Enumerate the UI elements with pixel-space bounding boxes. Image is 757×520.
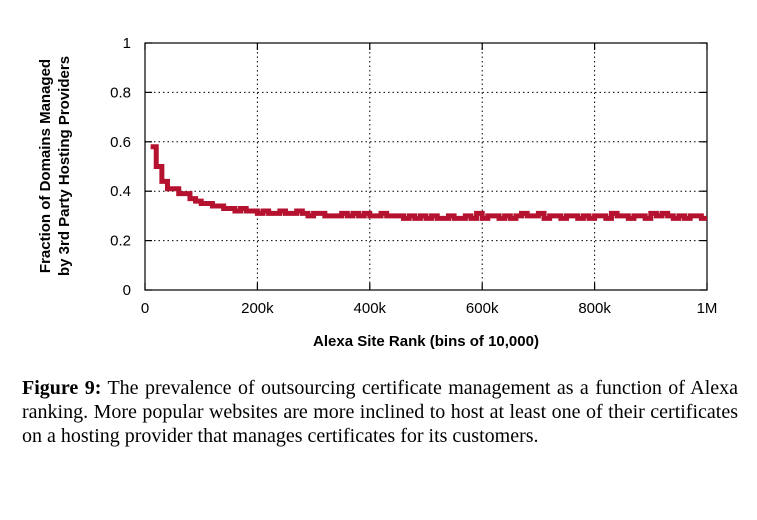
x-tick-label: 400k [354,300,387,317]
series-line [150,144,707,221]
y-tick-label: 0.8 [110,84,131,101]
x-tick-label: 1M [697,300,718,317]
x-tick-label: 600k [466,300,499,317]
y-axis-label: Fraction of Domains Managed by 3rd Party… [37,56,73,276]
y-tick-label: 1 [123,35,131,52]
y-tick-labels: 0 0.2 0.4 0.6 0.8 1 [110,35,131,299]
y-tick-label: 0.2 [110,233,131,250]
axis-ticks [144,42,708,291]
y-tick-label: 0.6 [110,134,131,151]
gridlines [145,43,707,290]
y-axis-label-line-2: by 3rd Party Hosting Providers [56,56,73,276]
y-tick-label: 0.4 [110,183,131,200]
y-axis-label-line-1: Fraction of Domains Managed [37,59,54,273]
line-chart: 0 200k 400k 600k 800k 1M 0 0.2 0.4 0.6 0.8 1 Alexa… [37,35,718,350]
plot-frame [144,42,708,291]
figure-label: Figure 9: [22,377,102,399]
series-layer [150,144,707,221]
x-axis-label: Alexa Site Rank (bins of 10,000) [313,333,539,350]
x-tick-labels: 0 200k 400k 600k 800k 1M [141,300,718,317]
x-tick-label: 800k [578,300,611,317]
chart-figure: 0 200k 400k 600k 800k 1M 0 0.2 0.4 0.6 0.8 1 Alexa… [37,35,718,350]
x-tick-label: 0 [141,300,149,317]
y-tick-label: 0 [123,282,131,299]
figure-caption: Figure 9: The prevalence of outsourcing … [22,376,738,448]
x-tick-label: 200k [241,300,274,317]
caption-text: The prevalence of outsourcing certificat… [22,377,739,447]
